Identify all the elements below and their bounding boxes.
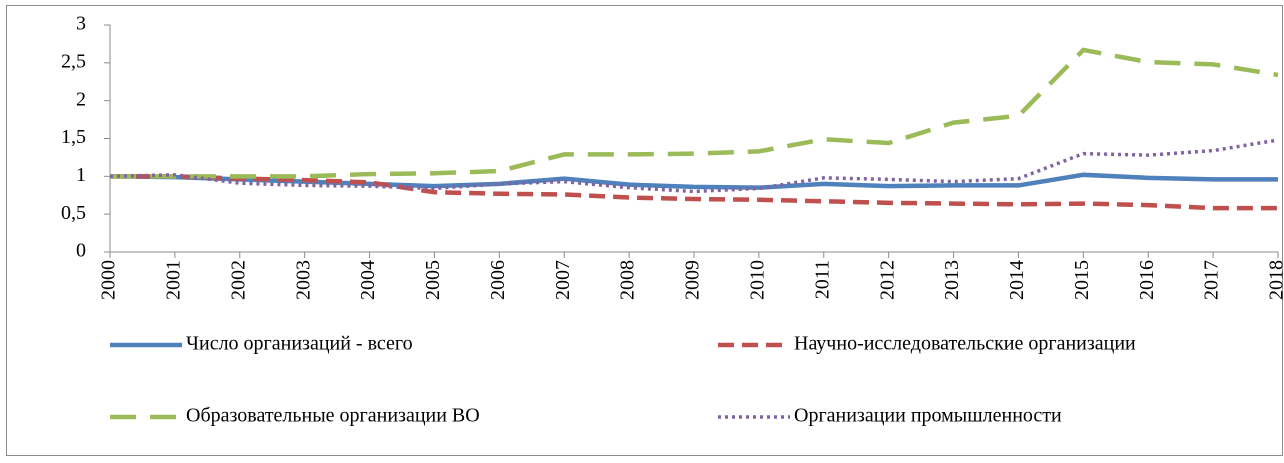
series-line [110,174,1278,211]
y-tick-label: 3 [76,13,86,35]
x-tick-label: 2006 [487,260,509,300]
x-tick-label: 2013 [941,260,963,300]
series-line [109,138,1279,194]
series-line [110,47,1279,179]
chart-border [6,5,1283,456]
legend-label: Организации промышленности [794,405,1062,427]
y-tick-label: 2 [76,88,86,110]
y-tick-label: 0,5 [61,202,86,224]
x-tick-label: 2011 [811,260,833,299]
x-tick-label: 2010 [746,260,768,300]
legend-label: Образовательные организации ВО [186,405,480,427]
y-tick-label: 2,5 [61,50,86,72]
x-tick-label: 2008 [617,260,639,300]
x-tick-label: 2009 [682,260,704,300]
y-tick-label: 1 [76,164,86,186]
y-tick-label: 0 [76,240,86,262]
x-tick-label: 2007 [552,260,574,300]
x-tick-label: 2005 [422,260,444,300]
x-tick-label: 2016 [1136,260,1158,300]
x-tick-label: 2002 [227,260,249,300]
x-tick-label: 2003 [292,260,314,300]
x-tick-label: 2012 [876,260,898,300]
y-tick-label: 1,5 [61,126,86,148]
x-tick-label: 2001 [162,260,184,300]
x-tick-label: 2000 [98,260,120,300]
legend-label: Число организаций - всего [186,333,413,355]
x-tick-label: 2017 [1201,260,1223,300]
x-tick-label: 2015 [1071,260,1093,300]
x-tick-label: 2004 [357,260,379,300]
x-tick-label: 2014 [1006,260,1028,300]
legend-label: Научно-исследовательские организации [794,333,1136,355]
x-tick-label: 2018 [1266,260,1284,300]
